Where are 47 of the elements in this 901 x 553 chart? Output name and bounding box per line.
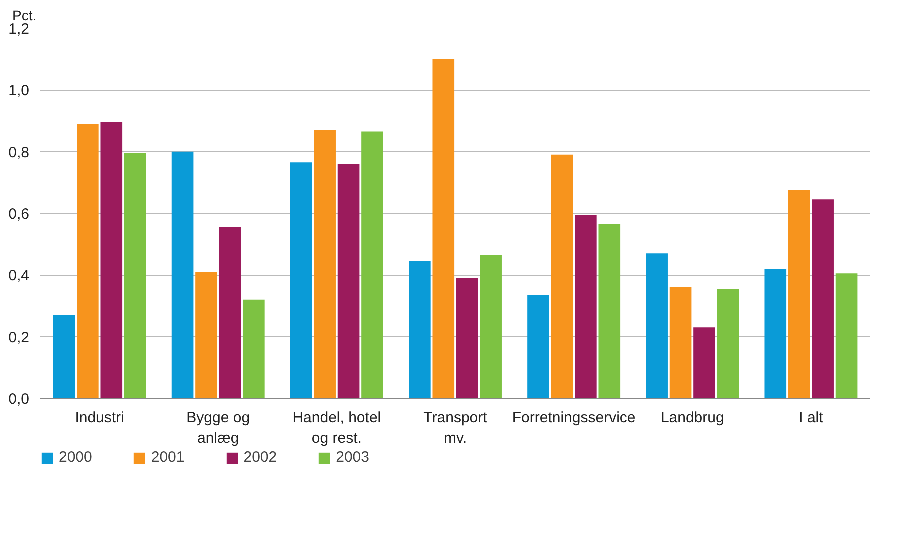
- legend-label: 2003: [336, 449, 370, 466]
- x-tick-label: Landbrug: [660, 410, 724, 426]
- bar: [338, 164, 360, 398]
- bar: [480, 255, 502, 398]
- bar: [53, 315, 76, 398]
- legend-label: 2001: [151, 449, 185, 466]
- y-tick-label: 0,2: [8, 329, 30, 346]
- x-tick-label: Bygge og anlæg: [186, 410, 250, 447]
- x-tick-label: I alt: [799, 410, 824, 426]
- bar: [196, 272, 218, 398]
- bar: [172, 152, 194, 398]
- bar: [77, 124, 99, 398]
- bar: [362, 132, 384, 398]
- bar: [409, 261, 431, 398]
- bar: [551, 154, 574, 398]
- bar: [717, 289, 740, 398]
- bar: [694, 328, 716, 398]
- bar: [646, 254, 668, 398]
- y-axis-title: Pct.: [12, 8, 37, 24]
- bar: [243, 300, 265, 398]
- y-tick-label: 1,0: [8, 82, 30, 100]
- bar: [788, 190, 810, 398]
- bar: [219, 227, 242, 398]
- bar: [575, 215, 597, 398]
- bar: [456, 278, 478, 398]
- x-tick-label: Forretningsservice: [512, 410, 636, 426]
- y-tick-label: 0,6: [8, 206, 30, 223]
- bar: [314, 130, 336, 398]
- bar: [124, 153, 146, 398]
- x-tick-label: Transport mv.: [424, 410, 488, 447]
- bar: [836, 274, 858, 398]
- y-tick-label: 1,2: [8, 21, 30, 38]
- bar: [100, 122, 123, 398]
- bar: [290, 162, 312, 398]
- bar: [598, 224, 621, 398]
- bar: [528, 295, 550, 398]
- x-tick-label: Industri: [75, 410, 124, 426]
- x-tick-label: Handel, hotel og rest.: [292, 410, 382, 447]
- legend-label: 2000: [59, 449, 92, 466]
- y-tick-label: 0,4: [8, 268, 30, 285]
- bar: [812, 200, 834, 398]
- y-tick-label: 0,8: [8, 144, 30, 162]
- bar: [670, 288, 692, 398]
- bar: [764, 269, 787, 398]
- y-tick-label: 0,0: [8, 391, 30, 408]
- bar: [432, 59, 455, 398]
- legend-label: 2002: [244, 449, 278, 466]
